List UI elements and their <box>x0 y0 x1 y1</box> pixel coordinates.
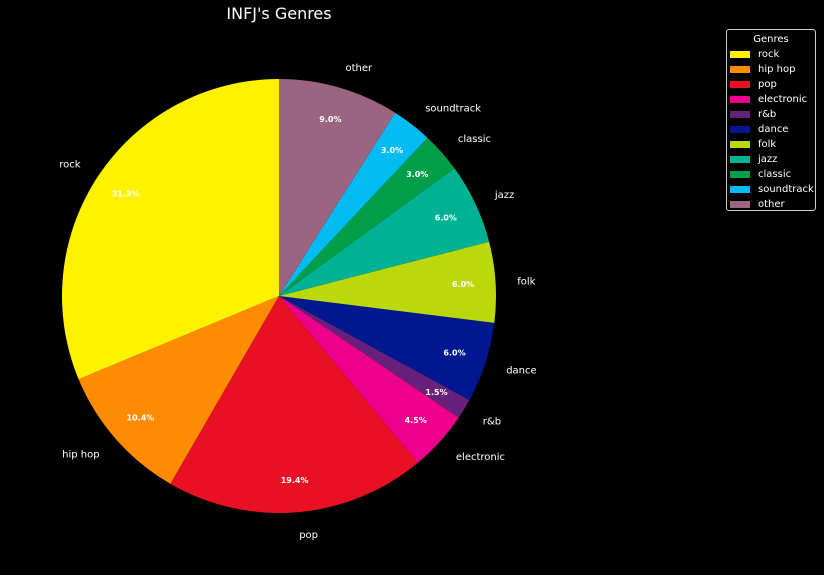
pie-slice-rock <box>62 79 279 380</box>
legend-label: pop <box>758 79 777 90</box>
legend-swatch <box>730 81 750 88</box>
legend-item-rock: rock <box>730 47 779 62</box>
legend-swatch <box>730 111 750 118</box>
legend: Genres rock hip hop pop electronic r&b dance f… <box>726 29 816 211</box>
legend-item-folk: folk <box>730 137 776 152</box>
pie-slice-soundtrack <box>279 112 428 296</box>
percent-label-jazz: 6.0% <box>435 213 457 222</box>
legend-label: electronic <box>758 94 808 105</box>
legend-swatch <box>730 156 750 163</box>
slice-label-hip-hop: hip hop <box>62 449 99 460</box>
slice-label-electronic: electronic <box>456 452 505 463</box>
legend-swatch <box>730 141 750 148</box>
percent-label-other: 9.0% <box>319 115 341 124</box>
pie-slice-randb <box>279 296 470 418</box>
legend-title: Genres <box>753 34 789 45</box>
legend-item-classic: classic <box>730 167 791 182</box>
legend-item-other: other <box>730 197 785 212</box>
legend-label: jazz <box>758 154 778 165</box>
legend-label: folk <box>758 139 777 150</box>
slice-label-other: other <box>346 63 374 74</box>
slice-label-jazz: jazz <box>494 190 514 201</box>
pie-slice-classic <box>279 137 455 296</box>
slice-label-rock: rock <box>59 160 81 171</box>
slice-label-soundtrack: soundtrack <box>425 103 481 114</box>
pie-slice-folk <box>279 241 496 323</box>
percent-label-classic: 3.0% <box>406 170 428 179</box>
percent-label-pop: 19.4% <box>281 476 309 485</box>
percent-label-dance: 6.0% <box>443 349 465 358</box>
pie-slice-electronic <box>279 296 459 463</box>
pie-slice-jazz <box>279 168 490 296</box>
legend-label: hip hop <box>758 64 796 75</box>
legend-item-hip-hop: hip hop <box>730 62 795 77</box>
slice-label-classic: classic <box>458 134 491 145</box>
legend-label: soundtrack <box>758 184 814 195</box>
legend-item-soundtrack: soundtrack <box>730 182 814 197</box>
legend-swatch <box>730 51 750 58</box>
slice-label-dance: dance <box>506 365 536 376</box>
slice-labels: rock hip hop pop electronic r&b dance folk jazz… <box>59 63 536 541</box>
legend-item-dance: dance <box>730 122 788 137</box>
legend-swatch <box>730 96 750 103</box>
pie-slice-hip-hop <box>78 296 280 484</box>
pie-slice-other <box>279 79 396 296</box>
percent-label-rock: 31.3% <box>112 190 140 199</box>
legend-label: other <box>758 199 785 210</box>
percent-label-randb: 1.5% <box>425 388 447 397</box>
legend-swatch <box>730 66 750 73</box>
legend-item-randb: r&b <box>730 107 776 122</box>
pie-slices <box>62 79 496 513</box>
legend-label: rock <box>758 49 780 60</box>
pie-slice-pop <box>170 296 418 513</box>
percent-label-hip-hop: 10.4% <box>127 414 155 423</box>
legend-swatch <box>730 171 750 178</box>
slice-label-folk: folk <box>517 277 535 288</box>
percent-label-electronic: 4.5% <box>405 416 427 425</box>
percentage-labels: 31.3% 10.4% 19.4% 4.5% 1.5% 6.0% 6.0% 6.0% 3.0% 3… <box>112 115 474 485</box>
legend-swatch <box>730 186 750 193</box>
legend-label: r&b <box>758 109 777 120</box>
legend-label: dance <box>758 124 789 135</box>
legend-swatch <box>730 126 750 133</box>
legend-swatch <box>730 201 750 208</box>
slice-label-randb: r&b <box>483 416 501 427</box>
chart-title: INFJ's Genres <box>226 4 331 23</box>
legend-item-electronic: electronic <box>730 92 807 107</box>
legend-item-jazz: jazz <box>730 152 777 167</box>
pie-slice-dance <box>279 296 495 401</box>
legend-item-pop: pop <box>730 77 777 92</box>
percent-label-folk: 6.0% <box>452 280 474 289</box>
percent-label-soundtrack: 3.0% <box>381 146 403 155</box>
slice-label-pop: pop <box>299 530 318 541</box>
legend-label: classic <box>758 169 792 180</box>
